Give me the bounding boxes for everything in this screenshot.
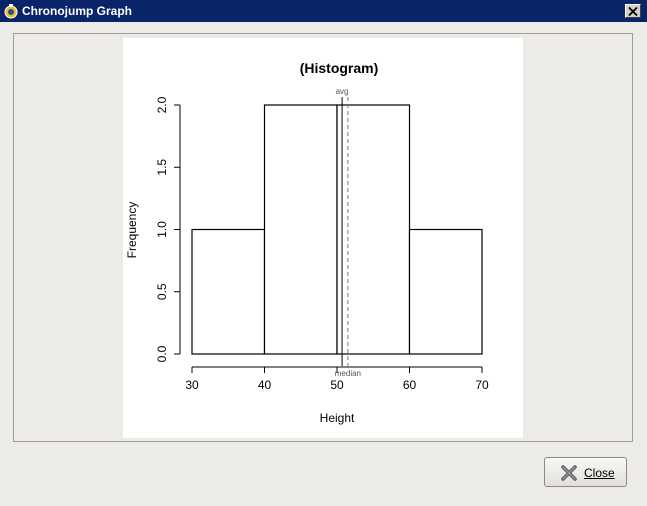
histogram-bar-0 [191, 228, 266, 355]
window-title: Chronojump Graph [22, 4, 132, 18]
graph-frame [13, 33, 633, 442]
y-axis-label: Frequency [125, 202, 139, 259]
x-tick-label-3: 60 [403, 378, 417, 392]
close-button[interactable]: Close [544, 457, 627, 487]
chart-title: (Histogram) [300, 60, 379, 76]
x-axis-label: Height [320, 411, 355, 425]
close-x-icon [628, 6, 638, 16]
x-tick-label-2: 50 [330, 378, 344, 392]
histogram-bar-2 [336, 104, 411, 355]
histogram-bar-3 [408, 228, 483, 355]
close-x-icon [561, 465, 577, 481]
window-close-button[interactable] [625, 4, 641, 18]
histogram-chart: (Histogram) Height Frequency 30 40 50 60 70 … [125, 60, 489, 425]
x-tick-label-1: 40 [258, 378, 272, 392]
median-label: median [335, 369, 361, 378]
histogram-plot: (Histogram) Height Frequency 30 40 50 60 70 … [123, 38, 523, 438]
avg-label: avg [336, 87, 349, 96]
y-tick-label-0: 0.0 [155, 345, 169, 362]
x-tick-label-4: 70 [475, 378, 489, 392]
x-tick-label-0: 30 [185, 378, 199, 392]
y-tick-label-1: 0.5 [155, 283, 169, 300]
y-tick-label-3: 1.5 [155, 159, 169, 176]
close-button-label: Close [584, 466, 615, 480]
y-tick-label-2: 1.0 [155, 221, 169, 238]
y-tick-label-4: 2.0 [155, 96, 169, 113]
chronojump-app-icon [4, 4, 18, 19]
window-titlebar: Chronojump Graph [0, 0, 647, 22]
histogram-bar-1 [263, 104, 338, 355]
